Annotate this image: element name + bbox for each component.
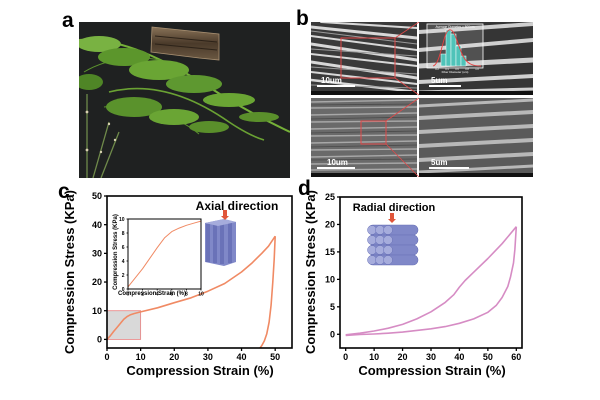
series-loading bbox=[345, 226, 517, 336]
fern-leaves bbox=[79, 36, 279, 133]
y-tick-label: 6 bbox=[122, 245, 125, 251]
scale-bar-label: 5um bbox=[431, 76, 448, 85]
y-axis-label: Compression Stress (KPa) bbox=[62, 190, 77, 354]
x-axis-label: Compression Strain (%) bbox=[358, 363, 505, 378]
y-tick-label: 20 bbox=[92, 277, 102, 287]
x-tick-label: 2 bbox=[141, 292, 144, 298]
sem-fibers bbox=[311, 22, 417, 95]
histogram-xtick: 0.8 bbox=[465, 67, 469, 71]
x-tick-label: 4 bbox=[156, 292, 159, 298]
y-tick-label: 40 bbox=[92, 220, 102, 230]
panel-label-a: a bbox=[62, 9, 74, 32]
histogram-xlabel: Fiber Diameter (um) bbox=[442, 70, 469, 74]
y-tick-label: 8 bbox=[122, 231, 125, 237]
axial-arrow-icon bbox=[221, 210, 229, 220]
y-tick-label: 0 bbox=[122, 287, 125, 293]
x-tick-label: 50 bbox=[483, 352, 493, 362]
x-tick-label: 40 bbox=[237, 352, 247, 362]
x-tick-label: 10 bbox=[136, 352, 146, 362]
panel-label-d: d bbox=[298, 177, 311, 200]
sem-image-bottom-right: 5um bbox=[419, 98, 533, 177]
radial-direction-label: Radial direction bbox=[353, 202, 436, 214]
plant-illustration bbox=[79, 22, 290, 178]
sem-image-top-left: 10um bbox=[311, 22, 417, 95]
y-tick-label: 10 bbox=[325, 275, 335, 285]
series-unloading bbox=[259, 236, 276, 348]
x-tick-label: 0 bbox=[343, 352, 348, 362]
histogram-title: Average Diameter = 500nm bbox=[435, 25, 474, 29]
zoom-connectors bbox=[385, 22, 420, 177]
radial-fiber-stack-icon bbox=[367, 213, 419, 266]
y-tick-label: 10 bbox=[119, 217, 125, 223]
y-tick-label: 2 bbox=[122, 273, 125, 279]
y-tick-label: 4 bbox=[122, 259, 125, 265]
y-tick-label: 30 bbox=[92, 249, 102, 259]
x-tick-label: 30 bbox=[426, 352, 436, 362]
sem-image-grid: 10um bbox=[311, 22, 533, 177]
series-unloading bbox=[345, 226, 518, 337]
x-tick-label: 0 bbox=[104, 352, 109, 362]
sem-fibers-zoom: Average Diameter = 500nm Fiber Diameter … bbox=[419, 22, 533, 95]
x-tick-label: 8 bbox=[185, 292, 188, 298]
histogram-inset: Average Diameter = 500nm Fiber Diameter … bbox=[426, 23, 484, 74]
panel-label-b: b bbox=[296, 7, 309, 30]
y-tick-label: 10 bbox=[92, 306, 102, 316]
sem-image-top-right: Average Diameter = 500nm Fiber Diameter … bbox=[419, 22, 533, 95]
x-tick-label: 20 bbox=[169, 352, 179, 362]
scale-bar-label: 10um bbox=[321, 76, 342, 85]
plot-frame bbox=[106, 195, 293, 349]
histogram-xtick: 0.2 bbox=[435, 67, 439, 71]
series-inset-curve bbox=[128, 220, 201, 288]
sem-aligned-fibers-zoom bbox=[419, 98, 533, 177]
x-tick-label: 30 bbox=[203, 352, 213, 362]
x-tick-label: 10 bbox=[369, 352, 379, 362]
plot-frame bbox=[127, 218, 202, 290]
sem-image-bottom-left: 10um bbox=[311, 98, 417, 177]
axial-direction-label: Axial direction bbox=[196, 199, 279, 213]
y-tick-label: 0 bbox=[97, 335, 102, 345]
histogram-xtick: 0.4 bbox=[445, 67, 449, 71]
x-tick-label: 60 bbox=[511, 352, 521, 362]
plot-frame bbox=[339, 196, 523, 349]
x-tick-label: 0 bbox=[127, 292, 130, 298]
x-axis-label: Compression Strain (%) bbox=[126, 363, 273, 378]
series-loading bbox=[107, 235, 276, 340]
histogram-xtick: 0.6 bbox=[455, 67, 459, 71]
scale-bar-label: 10um bbox=[327, 158, 348, 167]
y-tick-label: 15 bbox=[325, 247, 335, 257]
x-tick-label: 20 bbox=[398, 352, 408, 362]
y-tick-label: 5 bbox=[330, 302, 335, 312]
y-axis-label: Compression Stress (KPa) bbox=[303, 190, 318, 354]
x-tick-label: 40 bbox=[454, 352, 464, 362]
inset-y-axis-label: Compression Stress (KPa) bbox=[113, 214, 119, 290]
inset-x-axis-label: Compression Strain (%) bbox=[118, 291, 186, 297]
sem-aligned-fibers bbox=[311, 98, 417, 177]
x-tick-label: 50 bbox=[270, 352, 280, 362]
plant-photo bbox=[79, 22, 290, 178]
y-tick-label: 25 bbox=[325, 192, 335, 202]
axial-fiber-block-icon bbox=[205, 210, 236, 266]
inset-chart: 0 2 4 6 8 10 0 2 4 6 8 10 bbox=[119, 217, 204, 298]
histogram-xtick: 1.0 bbox=[475, 67, 479, 71]
panel-label-c: c bbox=[58, 180, 70, 203]
x-tick-label: 10 bbox=[198, 292, 204, 298]
y-tick-label: 20 bbox=[325, 220, 335, 230]
wood-sample bbox=[150, 26, 220, 61]
y-tick-label: 50 bbox=[92, 191, 102, 201]
y-tick-label: 0 bbox=[330, 329, 335, 339]
scale-bar-label: 5um bbox=[431, 158, 448, 167]
radial-arrow-icon bbox=[388, 213, 396, 223]
x-tick-label: 6 bbox=[170, 292, 173, 298]
zoom-region-box bbox=[106, 310, 142, 340]
